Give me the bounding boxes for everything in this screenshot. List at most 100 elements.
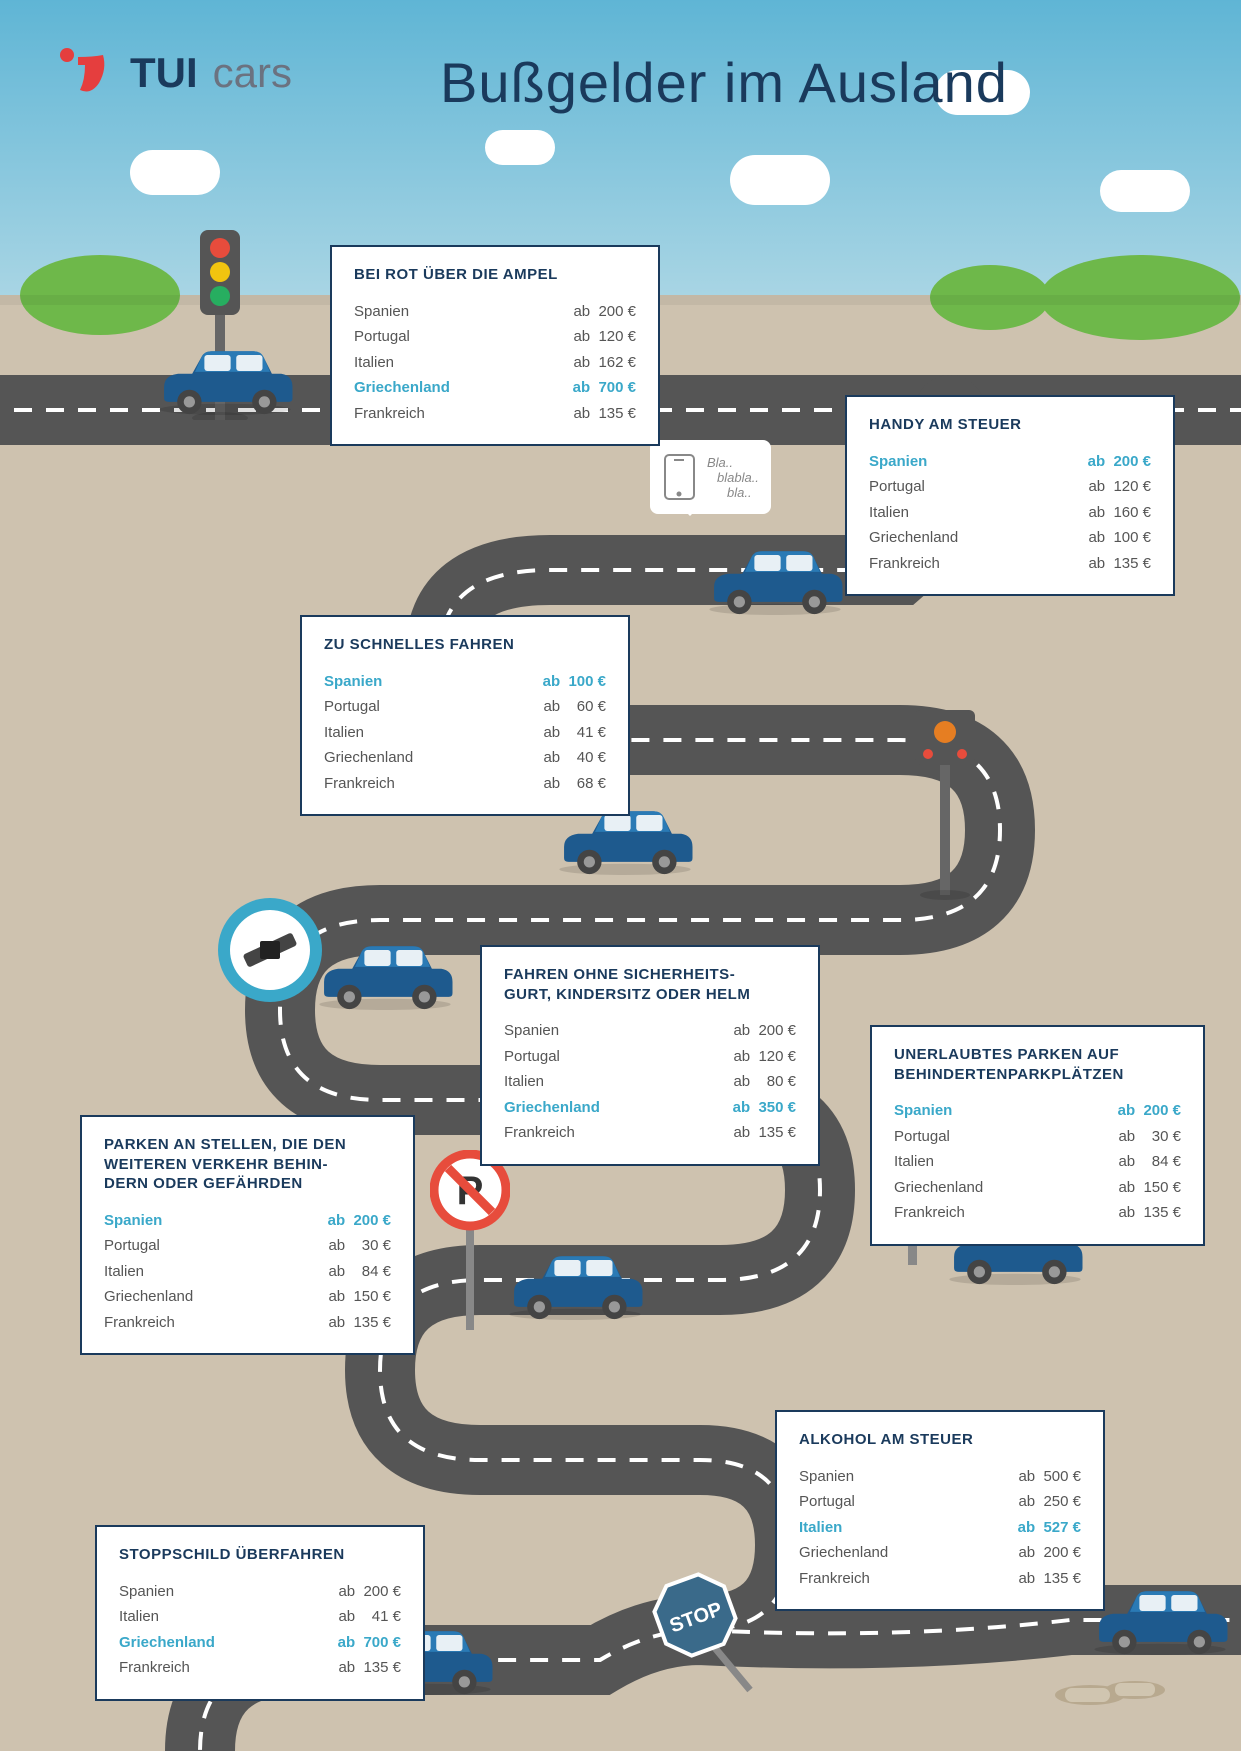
country: Portugal: [324, 694, 380, 720]
seatbelt-icon: [215, 895, 325, 1005]
country: Italien: [869, 500, 909, 526]
car-icon: [700, 540, 850, 615]
tui-smile-icon: [55, 45, 115, 100]
price: ab 120 €: [733, 1044, 796, 1070]
country: Italien: [799, 1515, 842, 1541]
price: ab 135 €: [573, 401, 636, 427]
info-row: Frankreichab 68 €: [324, 771, 606, 797]
country: Frankreich: [894, 1200, 965, 1226]
info-row: Spanienab 200 €: [894, 1098, 1181, 1124]
country: Griechenland: [324, 745, 413, 771]
info-row: Portugalab 120 €: [504, 1044, 796, 1070]
price: ab 162 €: [573, 350, 636, 376]
country: Frankreich: [354, 401, 425, 427]
info-row: Griechenlandab 100 €: [869, 525, 1151, 551]
country: Portugal: [869, 474, 925, 500]
country: Italien: [504, 1069, 544, 1095]
country: Italien: [119, 1604, 159, 1630]
cloud: [485, 130, 555, 165]
price: ab 30 €: [328, 1233, 391, 1259]
info-row: Frankreichab 135 €: [504, 1120, 796, 1146]
info-row: Spanienab 200 €: [504, 1018, 796, 1044]
country: Spanien: [119, 1579, 174, 1605]
info-row: Portugal ab 30 €: [894, 1124, 1181, 1150]
info-box-title: BEI ROT ÜBER DIE AMPEL: [354, 265, 636, 285]
price: ab 250 €: [1018, 1489, 1081, 1515]
info-box-title: STOPPSCHILD ÜBERFAHREN: [119, 1545, 401, 1565]
country: Frankreich: [104, 1310, 175, 1336]
country: Frankreich: [799, 1566, 870, 1592]
info-row: Griechenland ab 700 €: [119, 1630, 401, 1656]
info-box-title: FAHREN OHNE SICHERHEITS-GURT, KINDERSITZ…: [504, 965, 796, 1004]
page-title: Bußgelder im Ausland: [440, 50, 1008, 115]
stop-sign-icon: STOP: [650, 1570, 760, 1700]
country: Frankreich: [119, 1655, 190, 1681]
info-box-title: ZU SCHNELLES FAHREN: [324, 635, 606, 655]
bubble-line: Bla..: [707, 455, 759, 470]
country: Spanien: [354, 299, 409, 325]
info-box-parking: PARKEN AN STELLEN, DIE DENWEITEREN VERKE…: [80, 1115, 415, 1355]
info-box-red-light: BEI ROT ÜBER DIE AMPEL Spanien ab 200 € Por…: [330, 245, 660, 446]
info-row: Italien ab 527 €: [799, 1515, 1081, 1541]
country: Italien: [324, 720, 364, 746]
price: ab 41 €: [338, 1604, 401, 1630]
country: Portugal: [894, 1124, 950, 1150]
country: Spanien: [799, 1464, 854, 1490]
speed-camera-icon: [910, 700, 980, 900]
price: ab 80 €: [733, 1069, 796, 1095]
phone-icon: [662, 452, 697, 502]
car-icon: [500, 1245, 650, 1320]
car-icon: [150, 340, 300, 415]
info-row: Italien ab 80 €: [504, 1069, 796, 1095]
info-box-alcohol: ALKOHOL AM STEUERSpanienab 500 €Portugal…: [775, 1410, 1105, 1611]
country: Spanien: [504, 1018, 559, 1044]
phone-speech-bubble: Bla.. blabla.. bla..: [650, 440, 771, 514]
info-row: Griechenlandab 150 €: [104, 1284, 391, 1310]
price: ab 150 €: [1118, 1175, 1181, 1201]
brand-name: TUI: [130, 49, 198, 97]
info-row: Italienab 162 €: [354, 350, 636, 376]
info-row: Frankreichab 135 €: [894, 1200, 1181, 1226]
price: ab 200 €: [328, 1208, 391, 1234]
info-box-title: PARKEN AN STELLEN, DIE DENWEITEREN VERKE…: [104, 1135, 391, 1194]
country: Griechenland: [119, 1630, 215, 1656]
bubble-line: blabla..: [717, 470, 759, 485]
price: ab 135 €: [328, 1310, 391, 1336]
country: Spanien: [869, 449, 927, 475]
price: ab 200 €: [573, 299, 636, 325]
info-box-stop: STOPPSCHILD ÜBERFAHREN Spanienab 200 €Ita…: [95, 1525, 425, 1701]
country: Spanien: [894, 1098, 952, 1124]
price: ab 200 €: [1018, 1540, 1081, 1566]
country: Spanien: [324, 669, 382, 695]
country: Portugal: [799, 1489, 855, 1515]
price: ab 160 €: [1088, 500, 1151, 526]
price: ab 700 €: [338, 1630, 401, 1656]
country: Portugal: [354, 324, 410, 350]
info-row: Spanien ab 500 €: [799, 1464, 1081, 1490]
price: ab 68 €: [543, 771, 606, 797]
country: Griechenland: [869, 525, 958, 551]
info-row: Italien ab 160 €: [869, 500, 1151, 526]
info-row: Frankreich ab 135 €: [354, 401, 636, 427]
info-box-belt: FAHREN OHNE SICHERHEITS-GURT, KINDERSITZ…: [480, 945, 820, 1166]
price: ab 30 €: [1118, 1124, 1181, 1150]
country: Griechenland: [894, 1175, 983, 1201]
info-box-phone: HANDY AM STEUERSpanienab 200 €Portugalab…: [845, 395, 1175, 596]
price: ab 120 €: [1088, 474, 1151, 500]
price: ab 350 €: [733, 1095, 796, 1121]
price: ab 527 €: [1018, 1515, 1081, 1541]
info-row: Spanienab 200 €: [119, 1579, 401, 1605]
price: ab 41 €: [543, 720, 606, 746]
info-row: Griechenlandab 200 €: [799, 1540, 1081, 1566]
info-row: Portugal ab 250 €: [799, 1489, 1081, 1515]
price: ab 135 €: [733, 1120, 796, 1146]
cloud: [1100, 170, 1190, 212]
info-box-title: UNERLAUBTES PARKEN AUFBEHINDERTENPARKPLÄ…: [894, 1045, 1181, 1084]
price: ab 40 €: [543, 745, 606, 771]
info-row: Portugalab 30 €: [104, 1233, 391, 1259]
price: ab 500 €: [1018, 1464, 1081, 1490]
brand-sub: cars: [213, 49, 292, 97]
info-row: Frankreich ab 135 €: [104, 1310, 391, 1336]
car-icon: [310, 935, 460, 1010]
car-icon: [1085, 1580, 1235, 1655]
